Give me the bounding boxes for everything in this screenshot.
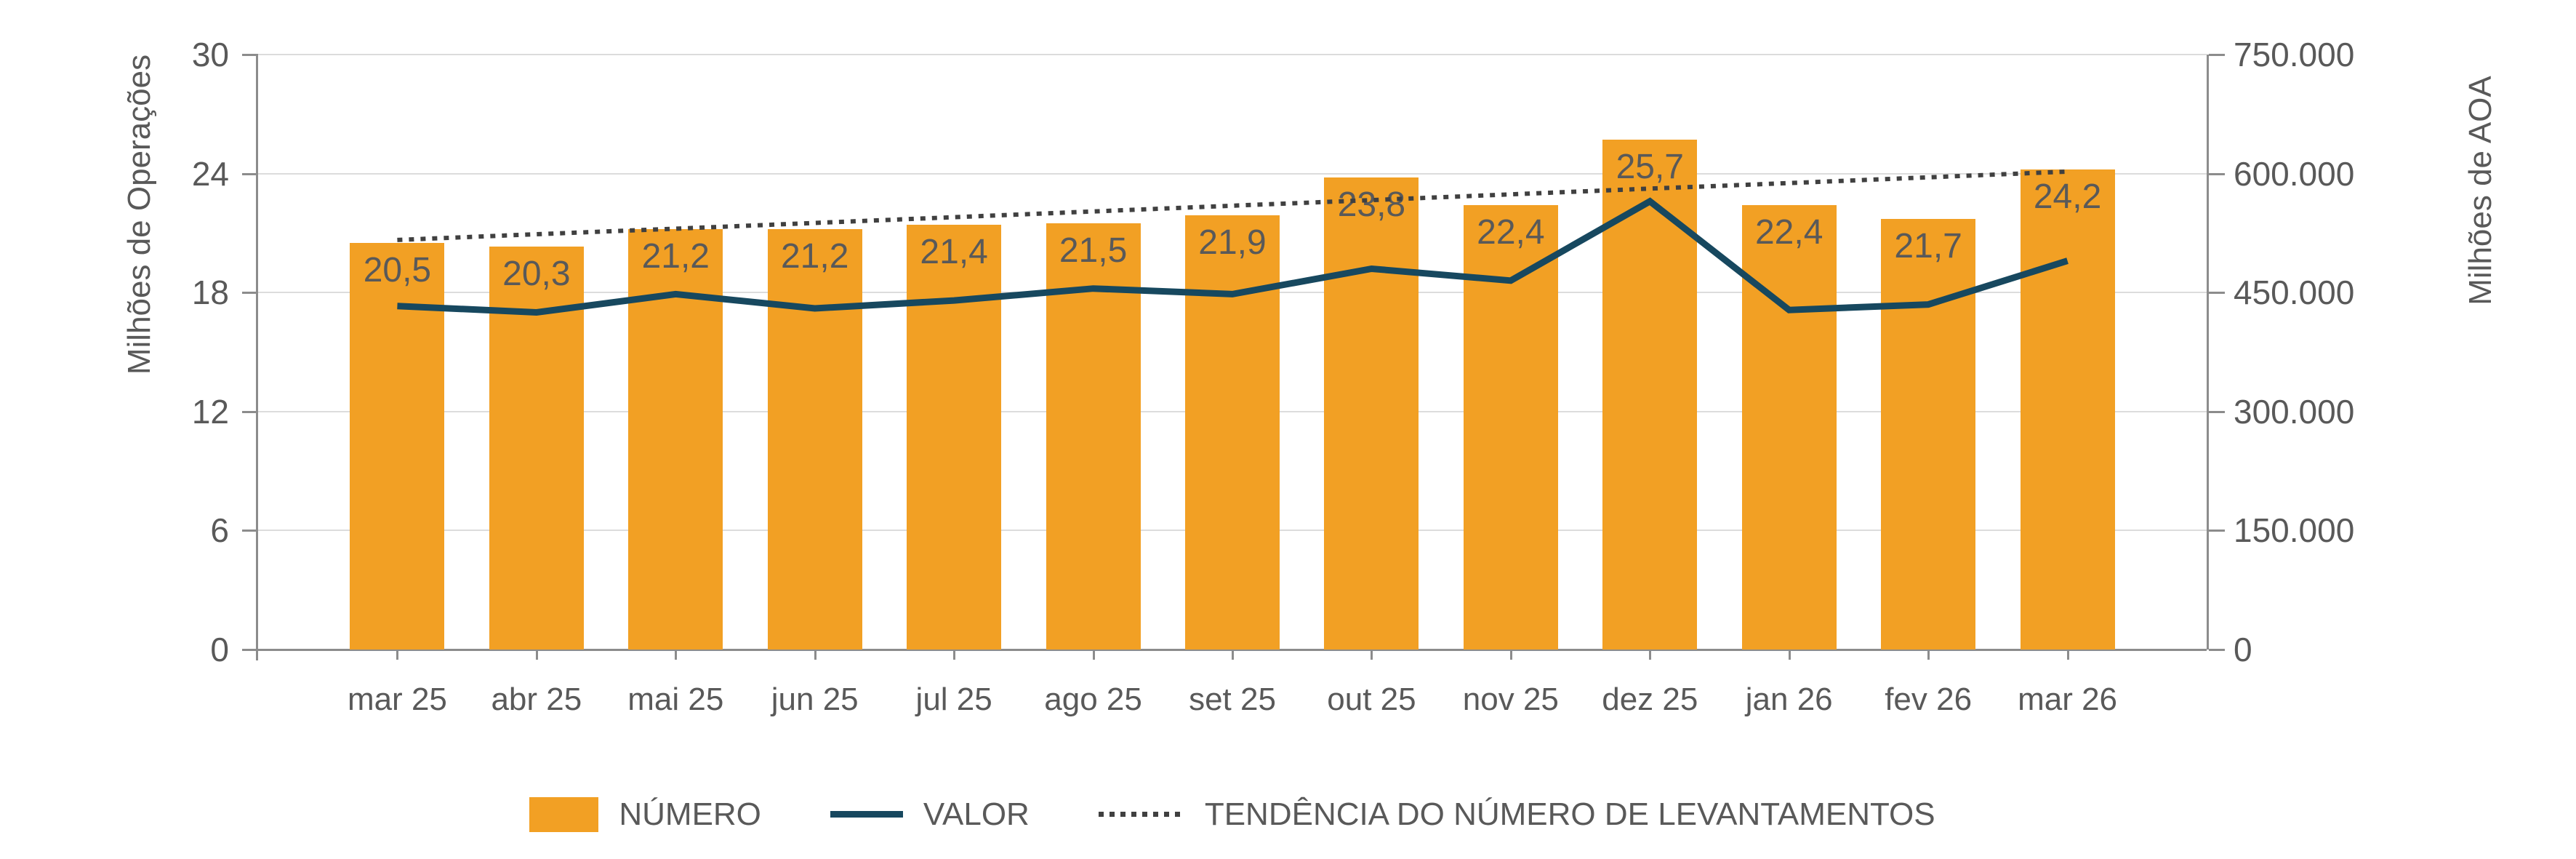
bar-label-fev-26: 21,7	[1894, 227, 1962, 266]
left-tick-label-24: 24	[191, 154, 229, 193]
x-label-mar-25: mar 25	[347, 682, 447, 717]
bar-label-mar-25: 20,5	[363, 251, 432, 290]
x-tick-mar-26	[2066, 650, 2069, 660]
y-axis-right	[2207, 55, 2209, 650]
x-label-ago-25: ago 25	[1044, 682, 1142, 717]
left-tick-30	[242, 54, 258, 56]
bar-out-25: 23,8	[1324, 177, 1419, 650]
bar-mar-26: 24,2	[2020, 169, 2115, 650]
valor-line-swatch-icon	[830, 811, 903, 818]
valor-line	[397, 197, 2069, 316]
legend-item-valor: VALOR	[830, 796, 1030, 832]
x-tick-mai-25	[675, 650, 678, 660]
right-tick-label-600000: 600.000	[2234, 154, 2355, 193]
x-tick-set-25	[1232, 650, 1234, 660]
x-tick-mar-25	[396, 650, 399, 660]
x-tick-jul-25	[953, 650, 956, 660]
bar-label-jun-25: 21,2	[780, 236, 849, 276]
x-label-set-25: set 25	[1189, 682, 1276, 717]
bar-label-jan-26: 22,4	[1754, 213, 1823, 252]
x-label-nov-25: nov 25	[1462, 682, 1559, 717]
legend-label-tendencia: TENDÊNCIA DO NÚMERO DE LEVANTAMENTOS	[1204, 796, 1935, 832]
right-tick-450000	[2209, 292, 2225, 295]
x-axis	[256, 649, 2207, 651]
bar-label-out-25: 23,8	[1337, 185, 1406, 225]
x-tick-jun-25	[814, 650, 816, 660]
left-tick-24	[242, 172, 258, 175]
bar-label-set-25: 21,9	[1198, 223, 1267, 262]
x-tick-jan-26	[1788, 650, 1791, 660]
legend: NÚMERO VALOR TENDÊNCIA DO NÚMERO DE LEVA…	[258, 780, 2207, 849]
right-tick-600000	[2209, 172, 2225, 175]
gridline-24	[258, 172, 2207, 175]
bar-label-mar-26: 24,2	[2033, 177, 2102, 217]
left-tick-12	[242, 410, 258, 413]
bar-label-dez-25: 25,7	[1616, 148, 1684, 187]
gridline-30	[258, 54, 2207, 55]
left-tick-6	[242, 530, 258, 532]
right-tick-0	[2209, 649, 2225, 651]
right-tick-label-300000: 300.000	[2234, 392, 2355, 431]
left-tick-18	[242, 292, 258, 295]
tendencia-trend-line	[397, 169, 2068, 242]
bar-jun-25: 21,2	[767, 228, 862, 650]
x-label-out-25: out 25	[1327, 682, 1416, 717]
left-tick-0	[242, 649, 258, 651]
left-tick-label-18: 18	[191, 273, 229, 312]
x-tick-dez-25	[1649, 650, 1652, 660]
x-tick-abr-25	[535, 650, 538, 660]
numero-bar-swatch-icon	[529, 796, 599, 832]
x-tick-fev-26	[1927, 650, 1930, 660]
bar-label-ago-25: 21,5	[1059, 231, 1128, 270]
bar-jul-25: 21,4	[907, 225, 1002, 650]
legend-label-numero: NÚMERO	[619, 796, 761, 832]
left-tick-label-0: 0	[210, 631, 229, 668]
right-tick-label-450000: 450.000	[2234, 273, 2355, 312]
bar-label-jul-25: 21,4	[920, 233, 988, 272]
x-label-fev-26: fev 26	[1885, 682, 1973, 717]
x-label-mai-25: mai 25	[627, 682, 724, 717]
x-tick-out-25	[1371, 650, 1373, 660]
x-label-jan-26: jan 26	[1745, 682, 1833, 717]
left-tick-label-6: 6	[210, 511, 229, 550]
right-tick-label-150000: 150.000	[2234, 511, 2355, 550]
bar-fev-26: 21,7	[1881, 219, 1976, 650]
right-tick-300000	[2209, 410, 2225, 413]
x-label-abr-25: abr 25	[491, 682, 582, 717]
right-tick-750000	[2209, 54, 2225, 56]
tendencia-dotted-swatch-icon	[1098, 812, 1184, 817]
bar-label-abr-25: 20,3	[502, 255, 571, 294]
right-tick-label-0: 0	[2234, 631, 2252, 668]
legend-label-valor: VALOR	[923, 796, 1030, 832]
right-tick-150000	[2209, 530, 2225, 532]
legend-item-numero: NÚMERO	[529, 796, 761, 832]
legend-item-tendencia: TENDÊNCIA DO NÚMERO DE LEVANTAMENTOS	[1098, 796, 1935, 832]
bar-label-nov-25: 22,4	[1477, 213, 1545, 252]
bar-jan-26: 22,4	[1741, 205, 1837, 650]
x-tick-ago-25	[1092, 650, 1095, 660]
y-axis-left	[256, 55, 258, 660]
x-label-jun-25: jun 25	[771, 682, 859, 717]
x-label-dez-25: dez 25	[1602, 682, 1698, 717]
bar-label-mai-25: 21,2	[641, 236, 710, 276]
left-tick-label-12: 12	[191, 392, 229, 431]
left-tick-label-30: 30	[191, 36, 229, 73]
x-label-jul-25: jul 25	[915, 682, 992, 717]
x-tick-nov-25	[1509, 650, 1512, 660]
right-tick-label-750000: 750.000	[2234, 36, 2355, 73]
x-label-mar-26: mar 26	[2018, 682, 2118, 717]
